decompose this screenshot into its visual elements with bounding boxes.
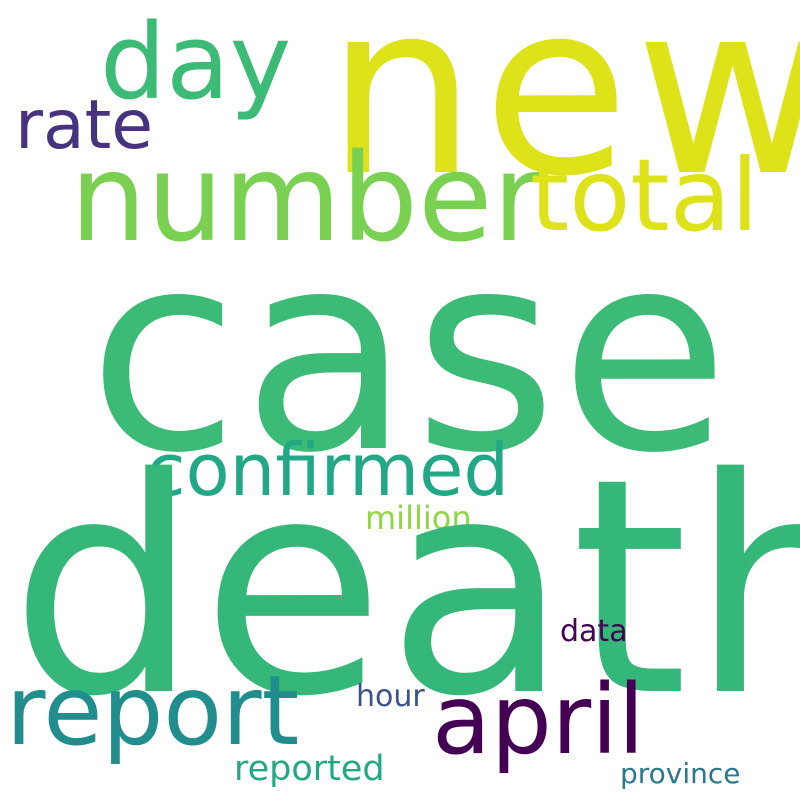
word-report: report — [6, 655, 300, 767]
word-april: april — [432, 664, 645, 776]
word-reported: reported — [234, 749, 385, 789]
word-province: province — [620, 757, 741, 790]
word-day: day — [100, 1, 292, 123]
word-million: million — [365, 499, 472, 537]
word-number: number — [70, 128, 543, 269]
word-data: data — [560, 614, 628, 649]
word-total: total — [530, 137, 759, 254]
word-new: new — [326, 0, 800, 229]
word-rate: rate — [15, 86, 154, 165]
word-death: death — [10, 415, 800, 762]
word-hour: hour — [356, 679, 425, 714]
word-case: case — [88, 193, 733, 513]
word-confirmed: confirmed — [146, 428, 510, 512]
